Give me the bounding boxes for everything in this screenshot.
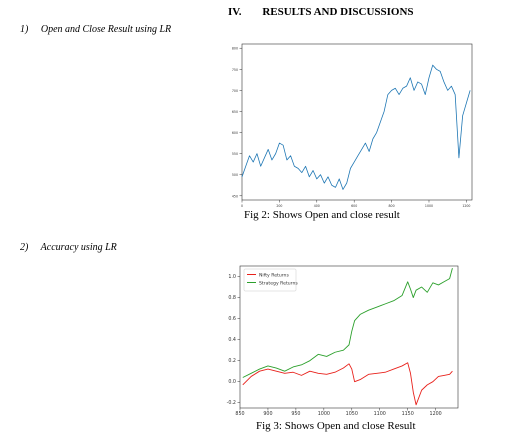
y-tick-label: 700 [232, 89, 238, 93]
x-tick-label: 400 [314, 204, 320, 208]
y-tick-label: 0.6 [228, 316, 236, 322]
section-number: IV. [228, 6, 242, 18]
y-tick-label: 500 [232, 173, 238, 177]
y-tick-label: 0.4 [228, 337, 236, 343]
x-tick-label: 1200 [430, 411, 442, 417]
x-tick-label: 600 [351, 204, 357, 208]
plot-frame [241, 43, 473, 201]
plot-frame [239, 265, 459, 409]
figure-2-caption: Fig 2: Shows Open and close result [244, 209, 400, 221]
subsection-index-1: 1) [20, 24, 29, 35]
y-tick-label: 1.0 [228, 274, 236, 280]
open-close-line-chart: 0 200 400 600 800 1000 1200 450 500 550 600 650 700 7… [232, 43, 473, 208]
legend-entry: Strategy Returns [259, 280, 298, 286]
x-tick-label: 850 [235, 411, 244, 417]
y-tick-label: 600 [232, 131, 238, 135]
x-tick-label: 1200 [462, 204, 470, 208]
y-tick-label: 800 [232, 47, 238, 51]
y-tick-label: 450 [232, 194, 238, 198]
section-heading: IV. RESULTS AND DISCUSSIONS [228, 6, 414, 18]
y-tick-label: 0.2 [228, 358, 236, 364]
x-tick-label: 950 [291, 411, 300, 417]
figure-returns-chart: 850 900 950 1000 1050 1100 1150 1200 -0.2 0.0 0.2 0… [222, 262, 462, 428]
subsection-heading-1: 1) Open and Close Result using LR [20, 24, 171, 35]
y-tick-label: 0.8 [228, 295, 236, 301]
y-tick-label: 550 [232, 152, 238, 156]
x-tick-label: 1100 [374, 411, 386, 417]
figure-open-close-chart: 0 200 400 600 800 1000 1200 450 500 550 600 650 700 7… [228, 38, 476, 208]
x-tick-label: 1000 [318, 411, 330, 417]
x-tick-label: 1050 [346, 411, 358, 417]
subsection-title-1: Open and Close Result using LR [40, 24, 172, 35]
y-tick-label: 650 [232, 110, 238, 114]
x-tick-label: 800 [389, 204, 395, 208]
x-tick-label: 200 [276, 204, 282, 208]
legend-entry: Nifty Returns [259, 272, 289, 278]
y-tick-label: -0.2 [227, 400, 236, 406]
x-tick-label: 1000 [425, 204, 433, 208]
series-line-1 [241, 64, 471, 190]
returns-line-chart: 850 900 950 1000 1050 1100 1150 1200 -0.2 0.0 0.2 0… [227, 265, 459, 417]
x-tick-label: 900 [263, 411, 272, 417]
x-tick-label: 1150 [402, 411, 414, 417]
section-title: RESULTS AND DISCUSSIONS [262, 6, 414, 18]
subsection-heading-2: 2) Accuracy using LR [20, 242, 117, 253]
x-tick-label: 0 [241, 204, 243, 208]
y-tick-label: 750 [232, 68, 238, 72]
series-line-2 [242, 267, 453, 378]
figure-3-caption: Fig 3: Shows Open and close Result [256, 420, 416, 432]
y-tick-label: 0.0 [228, 379, 236, 385]
subsection-title-2: Accuracy using LR [40, 242, 117, 253]
chart-legend [243, 268, 297, 292]
subsection-index-2: 2) [20, 242, 29, 253]
series-line-1 [242, 362, 453, 406]
